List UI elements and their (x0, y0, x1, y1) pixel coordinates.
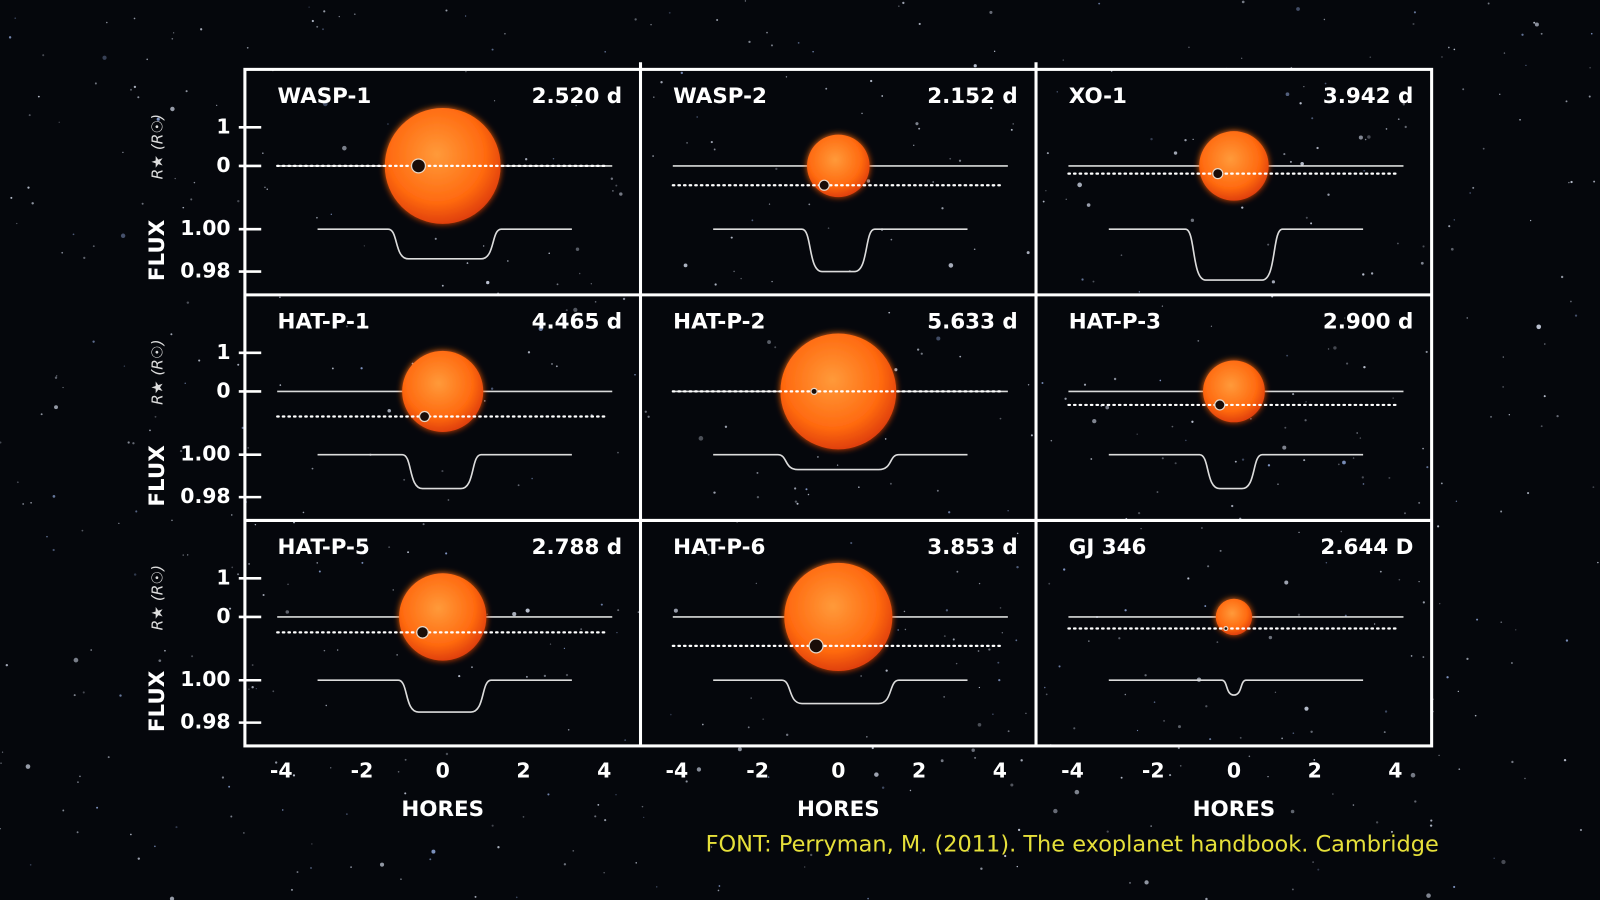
star (1215, 598, 1253, 636)
y-tick-label: 0.98 (180, 259, 230, 283)
grid-frame (243, 67, 1434, 748)
panel-period: 3.853 d (927, 535, 1018, 560)
planet (818, 179, 830, 191)
flux-axis-label: FLUX (145, 219, 170, 281)
panel-period: 5.633 d (927, 309, 1018, 334)
panel-name: WASP-2 (673, 84, 767, 109)
panel-name: HAT-P-5 (278, 535, 370, 560)
star (402, 350, 484, 432)
x-tick-label: -2 (1142, 758, 1165, 782)
planet (410, 158, 427, 174)
planet (1212, 168, 1224, 180)
star (399, 573, 487, 661)
light-curve (1108, 228, 1364, 281)
y-tick-label: 1.00 (180, 442, 230, 466)
x-tick-label: -2 (351, 758, 374, 782)
panel-period: 2.900 d (1323, 309, 1414, 334)
x-axis-label: HORES (1193, 797, 1276, 822)
light-curve (317, 679, 572, 713)
light-curve (713, 679, 968, 705)
panel-name: HAT-P-6 (673, 535, 765, 560)
r-axis-label: R★ (R☉) (149, 565, 167, 630)
r-axis-label: R★ (R☉) (149, 339, 167, 404)
y-tick-label: 1 (216, 114, 230, 138)
y-tick-label: 1 (216, 565, 230, 589)
panel-name: HAT-P-3 (1069, 309, 1161, 334)
light-curve (317, 453, 572, 490)
panel-period: 2.520 d (532, 84, 623, 109)
x-axis-label: HORES (401, 797, 484, 822)
planet (1223, 625, 1229, 632)
panel-name: HAT-P-1 (278, 309, 370, 334)
y-tick-label: 0 (216, 604, 230, 628)
panel-name: WASP-1 (278, 84, 372, 109)
x-tick-label: -4 (666, 758, 689, 782)
light-curve (1108, 453, 1364, 490)
y-tick-label: 0.98 (180, 710, 230, 734)
x-tick-label: 4 (597, 758, 611, 782)
panel-period: 2.788 d (532, 535, 623, 560)
y-tick-label: 0 (216, 153, 230, 177)
planet (418, 410, 431, 423)
y-tick-label: 1 (216, 340, 230, 364)
panel-period: 2.152 d (927, 84, 1018, 109)
x-tick-label: 2 (1308, 758, 1322, 782)
planet (810, 387, 818, 396)
light-curve (1108, 679, 1364, 696)
panel-name: XO-1 (1069, 84, 1127, 109)
y-tick-label: 0.98 (180, 484, 230, 508)
star (780, 333, 897, 450)
x-axis-label: HORES (797, 797, 880, 822)
x-tick-label: 0 (436, 758, 450, 782)
source-note: FONT: Perryman, M. (2011). The exoplanet… (706, 831, 1439, 857)
light-curve (713, 453, 968, 471)
x-tick-label: -4 (270, 758, 293, 782)
r-axis-label: R★ (R☉) (149, 114, 167, 179)
planet (808, 638, 824, 654)
panel-period: 2.644 D (1320, 535, 1413, 560)
planet (1214, 399, 1226, 411)
y-tick-label: 1.00 (180, 216, 230, 240)
x-tick-label: 4 (993, 758, 1007, 782)
panel-name: HAT-P-2 (673, 309, 765, 334)
x-tick-label: 4 (1388, 758, 1402, 782)
x-tick-label: 0 (1227, 758, 1241, 782)
light-curve (713, 228, 968, 273)
panel-period: 3.942 d (1323, 84, 1414, 109)
flux-axis-label: FLUX (145, 445, 170, 507)
star (1203, 360, 1265, 423)
x-tick-label: 2 (912, 758, 926, 782)
x-tick-label: 0 (831, 758, 845, 782)
x-tick-label: 2 (516, 758, 530, 782)
planet (416, 625, 429, 639)
star (807, 134, 870, 198)
y-tick-label: 1.00 (180, 667, 230, 691)
panel-name: GJ 346 (1069, 535, 1147, 560)
x-tick-label: -2 (746, 758, 769, 782)
star (1199, 131, 1269, 201)
light-curve (317, 228, 572, 260)
star (784, 562, 893, 671)
x-tick-label: -4 (1061, 758, 1084, 782)
flux-axis-label: FLUX (145, 670, 170, 732)
star (384, 107, 501, 224)
panel-period: 4.465 d (532, 309, 623, 334)
y-tick-label: 0 (216, 378, 230, 402)
